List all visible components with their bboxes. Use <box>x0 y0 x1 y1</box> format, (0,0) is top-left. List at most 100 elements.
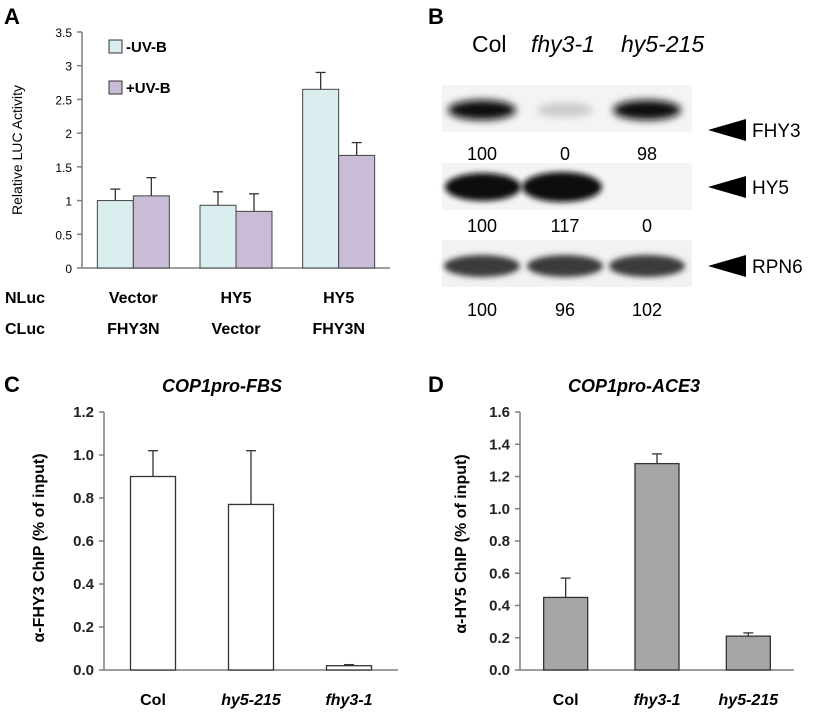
chart-a-bar-uv-b-2 <box>235 210 273 269</box>
chart-d-ytick-label: 1.0 <box>489 501 510 518</box>
chart-c-ytick-label: 0.2 <box>73 619 94 636</box>
chart-d-bar-hy5-215 <box>725 635 771 671</box>
chart-a-ytick-label: 2.5 <box>55 93 72 107</box>
legend-label-minus-uvb: -UV-B <box>126 39 167 56</box>
chart-c-bar-col <box>129 475 177 671</box>
blot-fhy3-value-fhy3-1: 0 <box>560 144 570 164</box>
panel-letter-b: B <box>428 4 444 29</box>
blot-rpn6-value-col: 100 <box>467 300 497 320</box>
blot-fhy3-band-hy5-215 <box>613 100 681 120</box>
blot-hy5-value-fhy3-1: 117 <box>551 216 580 236</box>
chart-a-legend: -UV-B +UV-B <box>108 39 171 97</box>
chart-d: 0.0 0.2 0.4 0.6 0.8 1.0 1.2 1.4 1.6 Col fhy3-1 hy5-… <box>489 404 794 709</box>
chart-c-category-label: Col <box>140 692 166 709</box>
chart-a-bar-uv-b-2 <box>199 204 237 269</box>
chart-a: 0 0.5 1 1.5 2 2.5 3 3.5 Vector FHY3N HY5 Vector HY5 F… <box>55 26 390 338</box>
blot-hy5: HY5 100 117 0 <box>442 163 789 236</box>
chart-d-category-label: Col <box>553 692 579 709</box>
chart-c-title: COP1pro-FBS <box>162 376 282 396</box>
panel-d: D COP1pro-ACE3 α-HY5 ChIP (% of input) 0… <box>428 372 794 709</box>
arrowhead-fhy3-icon <box>708 119 746 141</box>
blot-rpn6-value-fhy3-1: 96 <box>555 300 575 320</box>
chart-c-bar-fhy3-1 <box>325 665 373 671</box>
chart-c-ytick-label: 0.6 <box>73 533 94 550</box>
chart-c-ytick-label: 0.8 <box>73 490 94 507</box>
panel-letter-c: C <box>4 372 20 397</box>
legend-swatch-plus-uvb <box>108 80 123 95</box>
chart-c-ytick-label: 1.2 <box>73 404 94 421</box>
chart-c-ylabel: α-FHY3 ChIP (% of input) <box>31 453 48 642</box>
chart-d-ytick-label: 0.8 <box>489 533 510 550</box>
chart-a-ytick-label: 1.5 <box>55 161 72 175</box>
chart-d-bar-fhy3-1 <box>634 462 680 671</box>
chart-d-ytick-label: 0.4 <box>489 598 511 615</box>
chart-a-category-label: FHY3N <box>312 321 364 338</box>
chart-a-category-label: Vector <box>109 290 158 307</box>
chart-d-category-label: hy5-215 <box>719 692 780 709</box>
panel-letter-a: A <box>4 4 20 29</box>
panel-b: B Col fhy3-1 hy5-215 FHY3 100 0 98 HY5 1… <box>428 4 803 320</box>
chart-a-bar-uv-b-1 <box>96 200 134 269</box>
blot-header-hy5-215: hy5-215 <box>621 31 704 57</box>
blot-hy5-value-hy5-215: 0 <box>642 216 652 236</box>
chart-c-category-label: hy5-215 <box>221 692 282 709</box>
arrowhead-hy5-icon <box>708 176 746 198</box>
blot-hy5-band-col <box>445 173 521 201</box>
blot-label-rpn6: RPN6 <box>752 257 803 278</box>
chart-d-ytick-label: 1.4 <box>489 436 511 453</box>
chart-d-ylabel: α-HY5 ChIP (% of input) <box>453 454 470 633</box>
blot-rpn6: RPN6 100 96 102 <box>442 240 803 320</box>
blot-hy5-band-fhy3-1 <box>522 172 602 202</box>
chart-a-bar-uv-b-1 <box>132 195 170 269</box>
chart-a-category-label: FHY3N <box>107 321 159 338</box>
panel-c: C COP1pro-FBS α-FHY3 ChIP (% of input) 0… <box>4 372 398 709</box>
panel-a: A Relative LUC Activity 0 0.5 1 1.5 2 2.5 3 3.5… <box>4 4 390 338</box>
chart-a-ytick-label: 3.5 <box>55 26 72 40</box>
chart-d-ytick-label: 0.6 <box>489 565 510 582</box>
legend-label-plus-uvb: +UV-B <box>126 80 171 97</box>
chart-c-ytick-label: 1.0 <box>73 447 94 464</box>
chart-a-bar-uv-b-3 <box>302 88 340 269</box>
row-label-cluc: CLuc <box>5 321 45 338</box>
chart-a-ytick-label: 3 <box>65 60 72 74</box>
blot-fhy3-band-fhy3-1 <box>537 103 593 117</box>
chart-a-ytick-label: 0.5 <box>55 228 72 242</box>
chart-a-bar-uv-b-3 <box>338 154 376 269</box>
blot-label-fhy3: FHY3 <box>752 121 801 142</box>
blot-hy5-value-col: 100 <box>467 216 497 236</box>
chart-c-ytick-label: 0.4 <box>73 576 95 593</box>
chart-d-category-label: fhy3-1 <box>633 692 680 709</box>
chart-c-category-label: fhy3-1 <box>325 692 372 709</box>
blot-fhy3: FHY3 100 0 98 <box>442 85 801 164</box>
blot-header-col: Col <box>472 31 507 57</box>
chart-c-ytick-label: 0.0 <box>73 662 94 679</box>
chart-c-bar-hy5-215 <box>227 503 275 671</box>
chart-d-bar-col <box>543 596 589 671</box>
chart-d-title: COP1pro-ACE3 <box>568 376 700 396</box>
chart-d-ytick-label: 0.0 <box>489 662 510 679</box>
blot-fhy3-value-hy5-215: 98 <box>637 144 657 164</box>
blot-rpn6-value-hy5-215: 102 <box>632 300 662 320</box>
chart-a-category-label: HY5 <box>323 290 354 307</box>
panel-letter-d: D <box>428 372 444 397</box>
chart-d-ytick-label: 1.6 <box>489 404 510 421</box>
legend-swatch-minus-uvb <box>108 39 123 54</box>
blot-fhy3-band-col <box>448 100 516 120</box>
blot-label-hy5: HY5 <box>752 178 789 199</box>
chart-d-ytick-label: 0.2 <box>489 630 510 647</box>
arrowhead-rpn6-icon <box>708 255 746 277</box>
blot-fhy3-value-col: 100 <box>467 144 497 164</box>
blot-header-fhy3-1: fhy3-1 <box>531 31 595 57</box>
chart-a-category-label: Vector <box>212 321 261 338</box>
blot-rpn6-band-hy5-215 <box>609 255 685 277</box>
chart-a-ylabel: Relative LUC Activity <box>9 85 25 215</box>
chart-a-ytick-label: 2 <box>65 127 72 141</box>
chart-c: 0.0 0.2 0.4 0.6 0.8 1.0 1.2 Col hy5-215 fhy3-1 <box>73 404 398 709</box>
chart-a-ytick-label: 1 <box>65 195 72 209</box>
row-label-nluc: NLuc <box>5 290 45 307</box>
chart-a-category-label: HY5 <box>220 290 251 307</box>
chart-d-ytick-label: 1.2 <box>489 469 510 486</box>
blot-rpn6-band-col <box>444 255 520 277</box>
